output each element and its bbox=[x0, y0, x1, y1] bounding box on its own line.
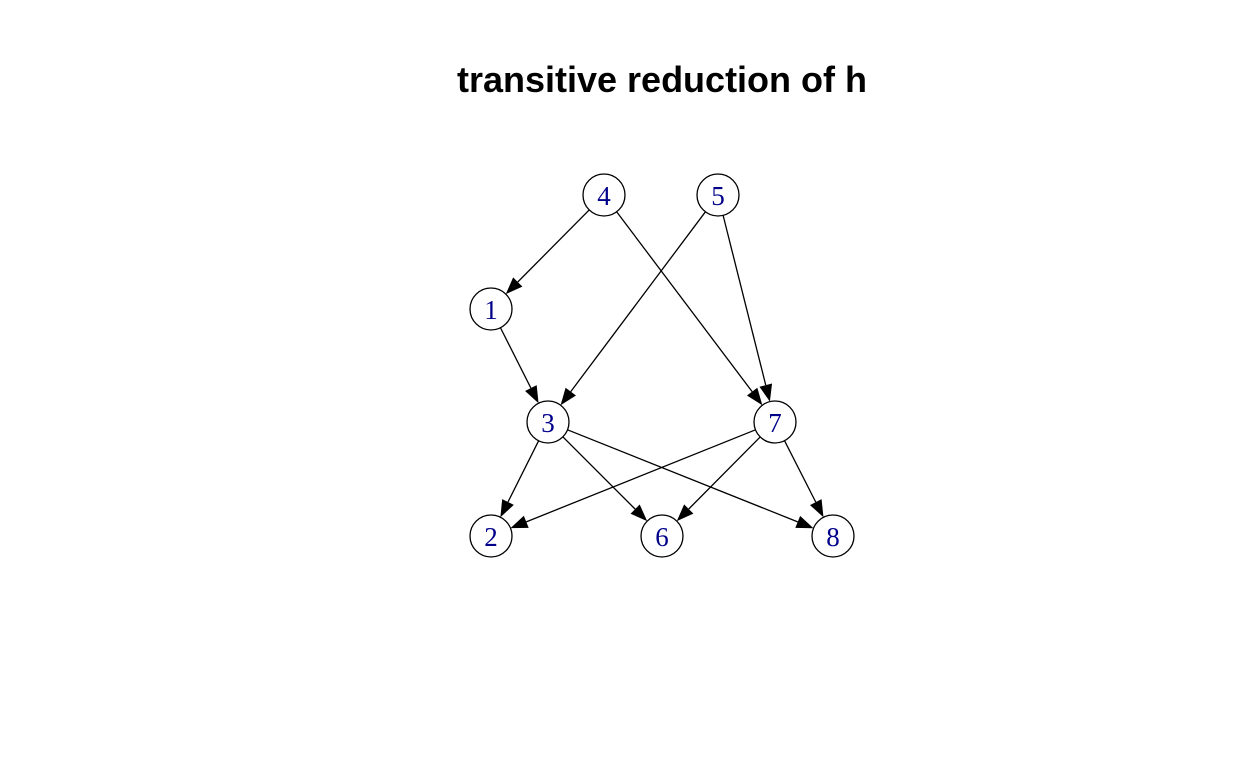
edge-5-to-3 bbox=[561, 212, 706, 405]
node-6: 6 bbox=[641, 515, 683, 557]
edge-4-to-7 bbox=[617, 212, 763, 405]
node-label: 6 bbox=[655, 522, 669, 552]
edge-line bbox=[785, 441, 816, 502]
edge-line bbox=[617, 212, 753, 392]
node-label: 3 bbox=[541, 408, 555, 438]
node-label: 7 bbox=[768, 408, 782, 438]
edges-layer bbox=[500, 210, 823, 528]
arrow-head bbox=[795, 516, 813, 528]
edge-line bbox=[563, 437, 635, 509]
node-2: 2 bbox=[470, 515, 512, 557]
node-7: 7 bbox=[754, 401, 796, 443]
edge-7-to-8 bbox=[785, 441, 824, 518]
edge-1-to-3 bbox=[500, 328, 538, 404]
node-label: 4 bbox=[597, 181, 611, 211]
edge-line bbox=[571, 212, 706, 392]
node-label: 5 bbox=[711, 181, 725, 211]
node-label: 8 bbox=[826, 522, 840, 552]
edge-line bbox=[689, 437, 760, 509]
edge-3-to-2 bbox=[500, 441, 538, 517]
arrow-head bbox=[525, 385, 538, 403]
arrow-head bbox=[500, 499, 513, 517]
edge-4-to-1 bbox=[506, 210, 589, 294]
arrow-head bbox=[561, 388, 576, 406]
arrow-head bbox=[759, 384, 772, 402]
arrow-head bbox=[810, 499, 824, 517]
node-label: 2 bbox=[484, 522, 498, 552]
edge-line bbox=[518, 210, 589, 282]
arrow-head bbox=[747, 388, 762, 405]
nodes-layer: 1 2 3 4 5 6 7 8 bbox=[470, 174, 854, 557]
edge-line bbox=[500, 328, 530, 388]
node-4: 4 bbox=[583, 174, 625, 216]
node-3: 3 bbox=[527, 401, 569, 443]
node-5: 5 bbox=[697, 174, 739, 216]
node-8: 8 bbox=[812, 515, 854, 557]
arrow-head bbox=[510, 516, 528, 528]
edge-line bbox=[508, 441, 539, 502]
edge-5-to-7 bbox=[723, 215, 772, 401]
node-label: 1 bbox=[484, 295, 498, 325]
edge-line bbox=[723, 215, 766, 385]
node-1: 1 bbox=[470, 288, 512, 330]
